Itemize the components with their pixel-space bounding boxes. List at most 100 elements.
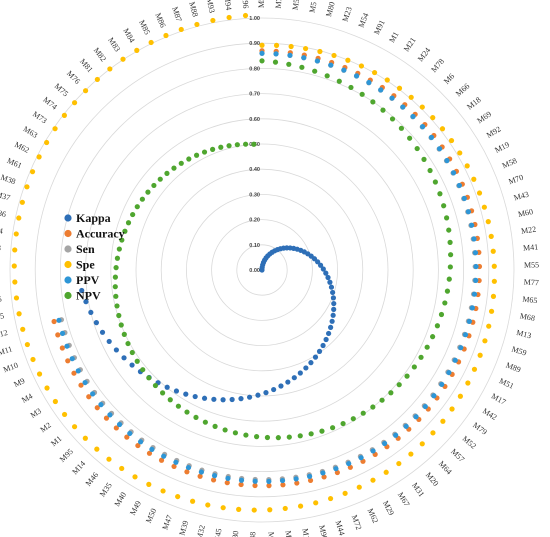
data-point-kappa [285, 379, 291, 385]
data-point-spe [488, 308, 495, 314]
data-point-spe [71, 100, 78, 106]
data-point-ppv [452, 357, 458, 363]
data-point-accuracy [65, 358, 71, 364]
data-point-ppv [333, 466, 339, 472]
tick-label: 0.30 [249, 192, 260, 198]
data-point-ppv [137, 439, 144, 445]
data-point-npv [411, 364, 417, 370]
data-point-ppv [161, 453, 167, 459]
data-point-spe [408, 94, 414, 100]
grid-ring [211, 219, 313, 321]
data-point-npv [370, 99, 376, 105]
data-point-spe [471, 176, 477, 182]
data-point-ppv [465, 209, 472, 215]
grid-ring [9, 17, 515, 523]
data-point-kappa [320, 342, 326, 349]
category-label: M86 [153, 12, 167, 29]
data-point-spe [13, 295, 20, 301]
category-label: M25 [0, 311, 5, 323]
data-point-kappa [93, 320, 99, 326]
data-point-ppv [358, 455, 364, 461]
category-label: M24 [416, 46, 432, 64]
category-label: M67 [396, 491, 412, 509]
data-point-spe [163, 32, 169, 39]
data-point-npv [286, 434, 292, 440]
data-point-accuracy [321, 474, 327, 480]
data-point-spe [430, 430, 436, 436]
data-point-spe [19, 199, 25, 205]
category-label: M15 [300, 528, 311, 537]
data-point-kappa [323, 336, 329, 343]
data-point-accuracy [78, 382, 84, 388]
category-label: M75 [53, 82, 70, 99]
data-point-spe [313, 500, 319, 506]
data-point-spe [370, 477, 376, 483]
data-point-ppv [90, 391, 96, 397]
data-point-ppv [225, 475, 231, 481]
data-point-ppv [173, 459, 179, 465]
data-point-spe [457, 150, 463, 156]
category-label: M92 [485, 124, 503, 139]
data-point-kappa [326, 330, 332, 337]
category-label: M46 [84, 470, 101, 487]
data-point-npv [234, 142, 240, 148]
category-label: M73 [31, 109, 49, 125]
data-point-npv [432, 179, 438, 185]
data-point-npv [243, 141, 249, 147]
data-point-kappa [164, 384, 170, 390]
data-point-spe [12, 247, 18, 253]
data-point-spe [345, 57, 351, 63]
data-point-npv [114, 303, 120, 309]
category-label: M54 [356, 12, 370, 29]
data-point-spe [302, 45, 309, 52]
category-label: M10 [2, 361, 19, 375]
data-point-ppv [450, 170, 457, 176]
data-point-kappa [106, 338, 112, 345]
legend-marker [64, 291, 72, 300]
data-point-kappa [79, 287, 85, 294]
data-point-npv [171, 165, 177, 171]
data-point-npv [146, 375, 152, 381]
data-point-ppv [437, 146, 443, 152]
data-point-npv [167, 397, 173, 403]
category-label: M2 [39, 421, 53, 435]
category-label: M45 [212, 528, 223, 537]
data-point-accuracy [210, 477, 217, 483]
data-point-spe [120, 56, 126, 62]
category-label: M66 [454, 82, 471, 99]
data-point-ppv [314, 58, 321, 64]
data-point-spe [267, 507, 273, 513]
data-point-spe [259, 42, 265, 48]
category-label: M91 [372, 19, 387, 37]
data-point-npv [447, 264, 453, 270]
data-point-ppv [328, 62, 334, 68]
category-label: M13 [515, 328, 532, 340]
data-point-ppv [458, 345, 464, 351]
data-point-spe [20, 326, 26, 332]
data-point-npv [388, 390, 394, 396]
data-point-npv [448, 252, 454, 258]
data-point-ppv [472, 250, 479, 256]
data-point-spe [482, 338, 488, 344]
legend-marker [64, 245, 72, 253]
data-point-npv [193, 152, 200, 158]
category-label: M72 [350, 514, 364, 531]
data-point-npv [145, 189, 151, 195]
data-point-spe [132, 474, 138, 480]
grid-ring [110, 118, 414, 422]
data-point-npv [438, 311, 445, 318]
category-label: M62 [13, 140, 31, 155]
data-point-spe [282, 505, 288, 512]
category-label: M38 [0, 173, 17, 187]
data-point-npv [212, 423, 218, 429]
category-label: M1 [387, 30, 400, 44]
data-point-spe [396, 460, 402, 467]
data-point-ppv [116, 421, 123, 428]
data-point-spe [220, 505, 226, 511]
category-label: M11 [0, 344, 13, 357]
data-point-accuracy [94, 405, 100, 411]
grid-ring [135, 143, 389, 397]
data-point-npv [299, 64, 305, 70]
data-point-npv [297, 433, 303, 439]
data-point-npv [430, 334, 436, 340]
